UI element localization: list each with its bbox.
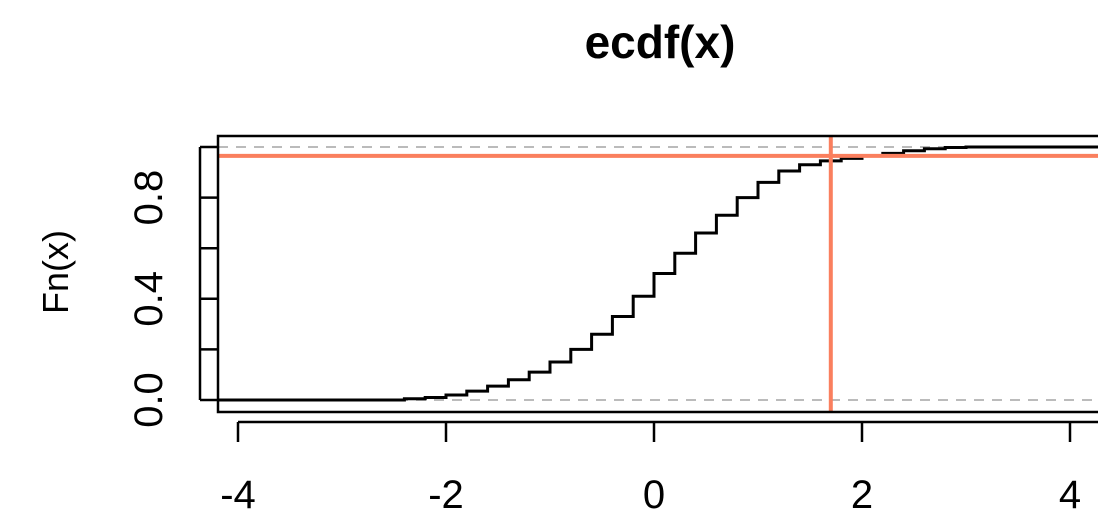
ecdf-point xyxy=(444,393,448,397)
ecdf-point xyxy=(611,315,614,318)
ecdf-point xyxy=(964,145,968,149)
chart-title: ecdf(x) xyxy=(585,16,736,68)
ecdf-point xyxy=(507,378,510,381)
ecdf-point xyxy=(424,396,427,399)
ecdf-point xyxy=(465,389,468,393)
plot-area: -4 -2 0 2 4 0.0 0.4 0.8 xyxy=(127,134,1098,510)
ecdf-point xyxy=(632,295,635,298)
y-tick-label: 0.0 xyxy=(127,372,171,428)
ecdf-point xyxy=(548,360,552,364)
y-axis-label: Fn(x) xyxy=(35,230,76,314)
x-tick-label: -4 xyxy=(220,473,256,510)
ecdf-point xyxy=(694,231,697,235)
y-tick-label: 0.4 xyxy=(127,271,171,327)
ecdf-point xyxy=(798,163,801,166)
ecdf-point xyxy=(403,397,406,400)
ecdf-point xyxy=(590,333,593,336)
ecdf-point xyxy=(756,181,760,184)
ecdf-point xyxy=(569,348,572,351)
ecdf-point xyxy=(715,214,718,217)
ecdf-point xyxy=(923,147,926,150)
x-tick-label: 4 xyxy=(1059,473,1081,510)
plot-frame xyxy=(216,134,1098,414)
x-tick-label: -2 xyxy=(428,473,464,510)
ecdf-point xyxy=(673,252,676,255)
ecdf-point xyxy=(652,272,656,275)
ecdf-point xyxy=(819,159,822,163)
ecdf-point xyxy=(528,370,531,374)
ecdf-point xyxy=(902,149,905,152)
ecdf-point xyxy=(486,384,489,388)
y-tick-label: 0.8 xyxy=(127,170,171,226)
ecdf-series-0 xyxy=(218,145,1098,402)
x-tick-label: 0 xyxy=(643,473,665,510)
ecdf-point xyxy=(382,398,385,402)
ecdf-point xyxy=(736,196,739,199)
ecdf-point xyxy=(944,146,947,149)
ecdf-point xyxy=(777,169,780,173)
x-tick-label: 2 xyxy=(851,473,873,510)
